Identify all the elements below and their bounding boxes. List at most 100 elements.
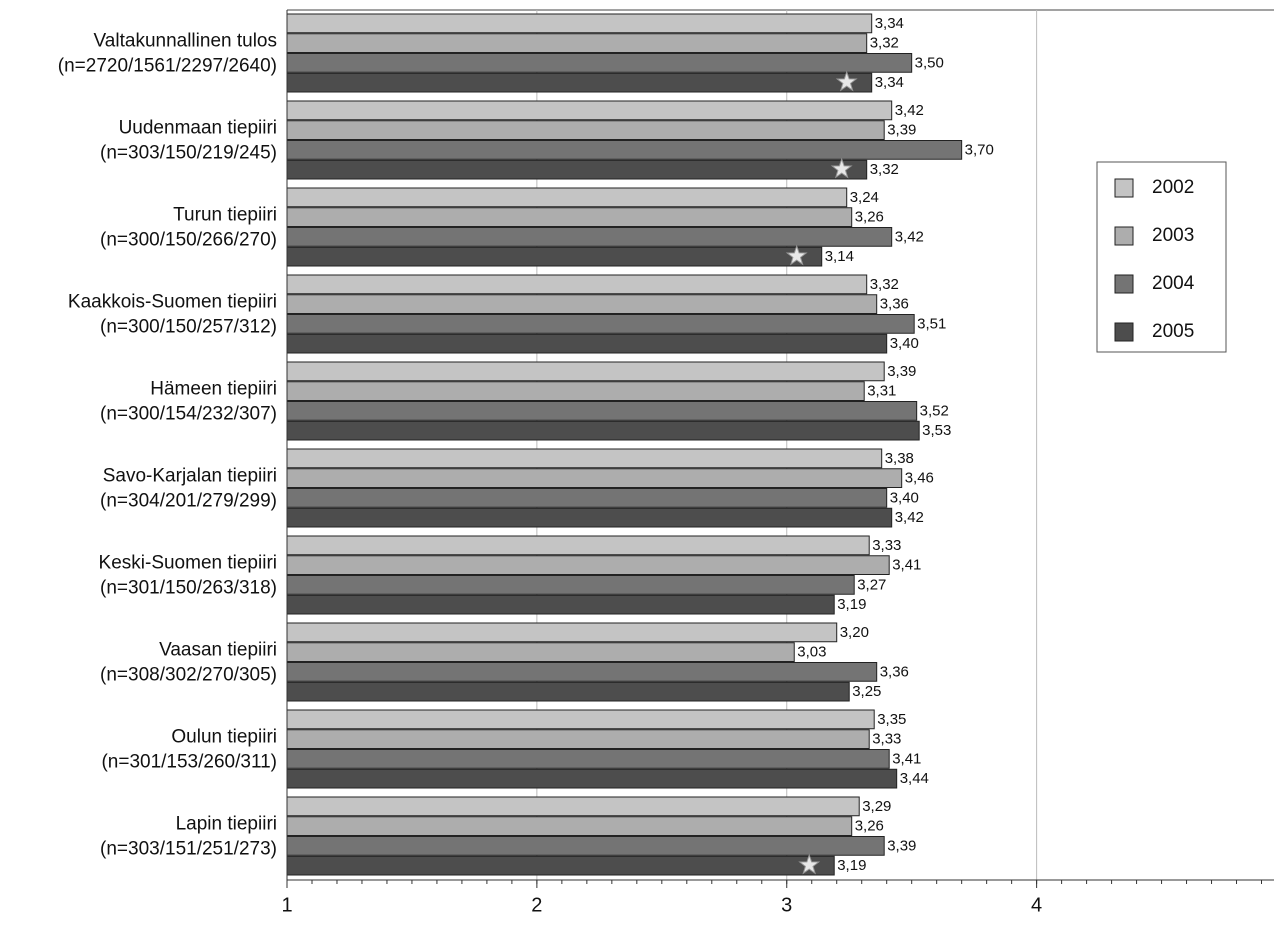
value-label: 3,36 (880, 296, 909, 313)
value-label: 3,42 (895, 509, 924, 526)
value-label: 3,24 (850, 189, 879, 206)
value-label: 3,34 (875, 15, 904, 32)
value-label: 3,35 (877, 711, 906, 728)
bar (286, 159, 868, 180)
bar (286, 187, 848, 208)
value-label: 3,50 (915, 54, 944, 71)
value-label: 3,31 (867, 383, 896, 400)
star (798, 853, 821, 875)
bar (286, 816, 853, 836)
bar (286, 768, 898, 789)
category-label: (n=301/153/260/311) (101, 752, 277, 773)
bar (286, 622, 838, 643)
bar (286, 709, 875, 730)
bar (286, 855, 835, 876)
bar (286, 836, 885, 856)
value-label: 3,46 (905, 470, 934, 487)
bar (286, 294, 878, 314)
value-label: 3,41 (892, 557, 921, 574)
category-label: Vaasan tiepiiri (159, 640, 277, 661)
value-label: 3,34 (875, 74, 904, 91)
x-tick-label: 4 (1031, 894, 1042, 916)
category-label: Hämeen tiepiiri (150, 379, 277, 400)
bar (286, 361, 885, 382)
category-label: (n=303/150/219/245) (100, 143, 277, 164)
bar (286, 575, 855, 595)
star (835, 70, 858, 92)
bar (286, 246, 823, 267)
bar (286, 314, 915, 334)
value-label: 3,41 (892, 750, 921, 767)
value-label: 3,19 (837, 596, 866, 613)
bar (286, 207, 853, 227)
category-label: (n=300/150/266/270) (100, 230, 277, 251)
value-label: 3,20 (840, 624, 869, 641)
value-label: 3,40 (890, 489, 919, 506)
value-label: 3,51 (917, 315, 946, 332)
bar (286, 535, 870, 556)
category-label: (n=303/151/251/273) (100, 839, 277, 860)
value-label: 3,32 (870, 35, 899, 52)
category-label: (n=2720/1561/2297/2640) (58, 56, 277, 77)
category-label: Kaakkois-Suomen tiepiiri (68, 292, 277, 313)
star (830, 157, 853, 179)
bar (286, 642, 795, 662)
bar (286, 381, 865, 401)
value-label: 3,38 (885, 450, 914, 467)
bar (286, 420, 920, 441)
value-label: 3,03 (797, 644, 826, 661)
bar (286, 555, 890, 575)
category-label: Savo-Karjalan tiepiiri (103, 466, 277, 487)
legend-swatch (1114, 274, 1134, 294)
value-label: 3,26 (855, 818, 884, 835)
category-label: (n=301/150/263/318) (100, 578, 277, 599)
bar (286, 140, 963, 160)
category-label: Lapin tiepiiri (176, 814, 277, 835)
category-label: Turun tiepiiri (173, 205, 277, 226)
value-label: 3,14 (825, 248, 854, 265)
star (785, 244, 808, 266)
value-label: 3,25 (852, 683, 881, 700)
value-label: 3,33 (872, 537, 901, 554)
value-label: 3,52 (920, 402, 949, 419)
category-label: Keski-Suomen tiepiiri (99, 553, 277, 574)
bar (286, 468, 903, 488)
bar (286, 33, 868, 53)
bar (286, 227, 893, 247)
legend-label: 2003 (1152, 225, 1194, 246)
value-label: 3,19 (837, 857, 866, 874)
bar (286, 274, 868, 295)
value-label: 3,42 (895, 228, 924, 245)
value-label: 3,39 (887, 837, 916, 854)
category-label: (n=304/201/279/299) (100, 491, 277, 512)
category-label: (n=300/154/232/307) (100, 404, 277, 425)
value-label: 3,36 (880, 663, 909, 680)
bar (286, 120, 885, 140)
value-label: 3,33 (872, 731, 901, 748)
bar (286, 796, 860, 817)
value-label: 3,26 (855, 209, 884, 226)
value-label: 3,53 (922, 422, 951, 439)
bar (286, 681, 850, 702)
category-label: (n=300/150/257/312) (100, 317, 277, 338)
category-label: (n=308/302/270/305) (100, 665, 277, 686)
value-label: 3,70 (965, 141, 994, 158)
bar (286, 507, 893, 528)
bar (286, 749, 890, 769)
legend-swatch (1114, 322, 1134, 342)
value-label: 3,42 (895, 102, 924, 119)
legend-label: 2002 (1152, 177, 1194, 198)
value-label: 3,27 (857, 576, 886, 593)
bar (286, 488, 888, 508)
x-tick-label: 2 (531, 894, 542, 916)
value-label: 3,29 (862, 798, 891, 815)
value-label: 3,32 (870, 276, 899, 293)
bar (286, 662, 878, 682)
legend-swatch (1114, 226, 1134, 246)
x-tick-label: 3 (781, 894, 792, 916)
bar (286, 594, 835, 615)
bar (286, 100, 893, 121)
legend-label: 2004 (1152, 273, 1195, 294)
value-label: 3,39 (887, 122, 916, 139)
